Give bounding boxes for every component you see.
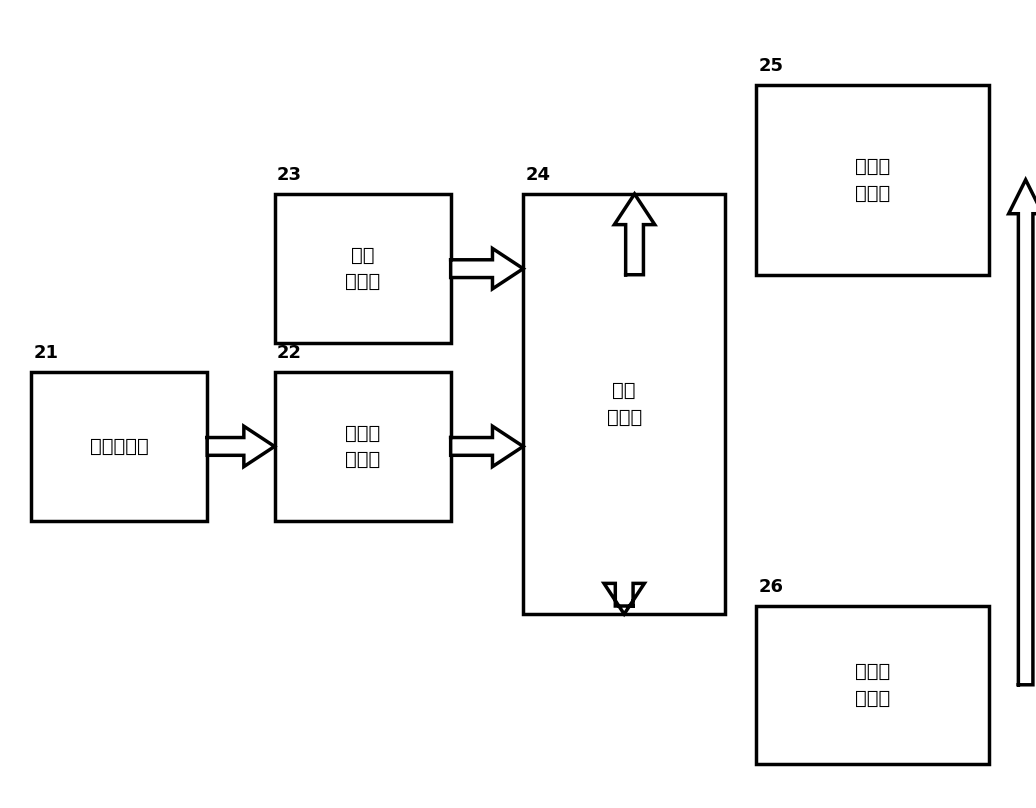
Polygon shape <box>451 249 523 289</box>
Polygon shape <box>207 427 275 466</box>
Text: 无线发
送模块: 无线发 送模块 <box>855 157 891 203</box>
Text: 扭矩传感器: 扭矩传感器 <box>90 437 148 456</box>
Bar <box>523 194 725 614</box>
Text: 25: 25 <box>758 57 783 75</box>
Text: 22: 22 <box>277 344 301 362</box>
Bar <box>275 372 451 521</box>
Polygon shape <box>604 583 644 614</box>
Bar <box>756 606 989 764</box>
Polygon shape <box>1009 179 1036 685</box>
Polygon shape <box>614 194 655 275</box>
Text: 第一电
源模块: 第一电 源模块 <box>855 662 891 708</box>
Text: 21: 21 <box>33 344 58 362</box>
Text: 模数转
换模块: 模数转 换模块 <box>345 423 380 469</box>
Bar <box>31 372 207 521</box>
Bar <box>275 194 451 343</box>
Text: 26: 26 <box>758 579 783 596</box>
Bar <box>756 85 989 275</box>
Text: 第一
处理器: 第一 处理器 <box>606 381 642 427</box>
Text: 24: 24 <box>525 166 550 184</box>
Text: 23: 23 <box>277 166 301 184</box>
Polygon shape <box>451 427 523 466</box>
Text: 转角
传感器: 转角 传感器 <box>345 246 380 292</box>
